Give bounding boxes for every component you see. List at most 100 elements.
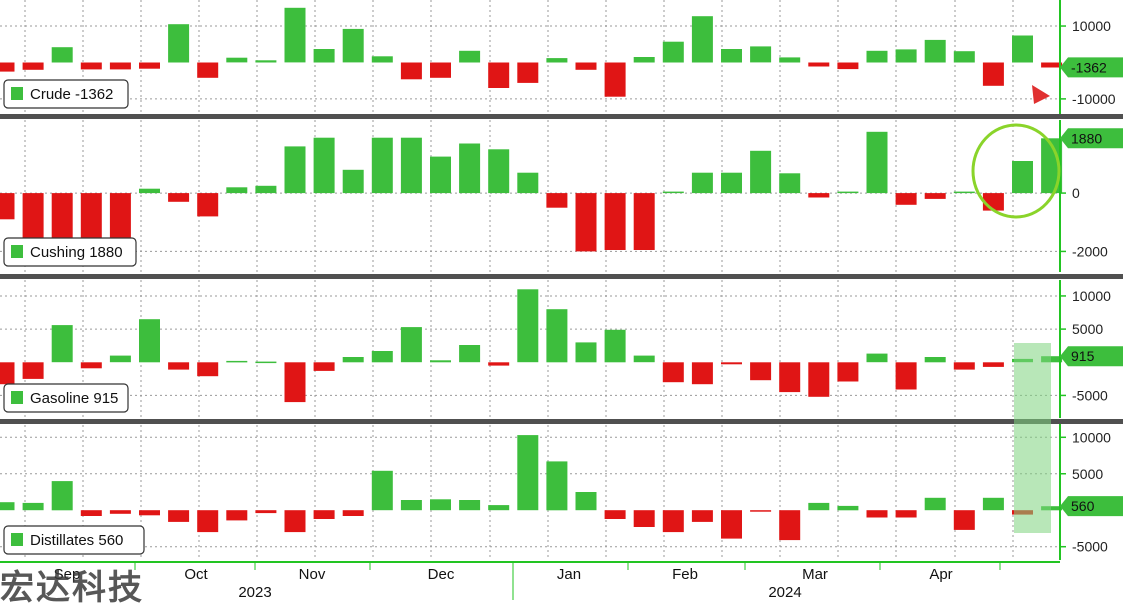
cushing-bar bbox=[895, 193, 917, 205]
gasoline-bar bbox=[662, 362, 684, 383]
crude-bar bbox=[808, 62, 830, 67]
distillates-bar bbox=[51, 481, 73, 511]
distillates-bar bbox=[430, 499, 451, 511]
distillates-bar bbox=[459, 500, 481, 511]
latest-tag-shape bbox=[1060, 128, 1123, 149]
gasoline-bar bbox=[1041, 356, 1063, 363]
cushing-bar bbox=[51, 193, 73, 249]
cushing-bar bbox=[313, 137, 335, 194]
distillates-bar bbox=[22, 502, 44, 511]
distillates-bar bbox=[633, 510, 655, 527]
latest-tag-shape bbox=[1060, 496, 1123, 517]
cushing-bar bbox=[255, 185, 277, 194]
x-month-label: Mar bbox=[802, 566, 828, 583]
crude-bar bbox=[168, 24, 190, 63]
x-month-label: Dec bbox=[428, 566, 455, 583]
gasoline-legend: Gasoline 915 bbox=[3, 383, 129, 413]
gasoline-bar bbox=[342, 357, 364, 363]
crude-bar bbox=[721, 49, 742, 63]
vertical-gridlines bbox=[24, 0, 1014, 560]
latest-value-label: -1362 bbox=[1071, 59, 1107, 75]
crude-bar bbox=[982, 62, 1004, 86]
gasoline-bar bbox=[604, 329, 626, 363]
distillates-bar bbox=[371, 470, 393, 511]
latest-value-label: 1880 bbox=[1071, 130, 1102, 146]
y-tick-label: -5000 bbox=[1072, 387, 1108, 403]
gasoline-bar bbox=[837, 362, 859, 382]
distillates-bar bbox=[779, 510, 801, 541]
x-month-label: Nov bbox=[299, 566, 326, 583]
red-arrow-icon bbox=[1032, 85, 1050, 104]
y-tick-label: -2000 bbox=[1072, 243, 1108, 259]
panel-crude: 10000 -10000 -1362 Crude -1362 bbox=[0, 0, 1123, 114]
highlight-band bbox=[1014, 343, 1051, 533]
crude-bar bbox=[371, 56, 393, 63]
crude-bar bbox=[866, 50, 888, 63]
distillates-bar bbox=[662, 510, 684, 533]
gasoline-bar bbox=[80, 362, 102, 369]
gasoline-bar bbox=[750, 362, 772, 381]
distillates-bar bbox=[284, 510, 306, 533]
gasoline-bar bbox=[226, 360, 248, 363]
legend-label: Gasoline 915 bbox=[30, 390, 118, 407]
crude-bar bbox=[459, 50, 481, 63]
gasoline-bar bbox=[953, 362, 975, 370]
cushing-bar bbox=[750, 150, 772, 194]
cushing-bar bbox=[1012, 161, 1033, 194]
cushing-latest-tag: 1880 bbox=[1060, 128, 1123, 149]
gasoline-bar bbox=[982, 362, 1004, 367]
x-axis: Sep Oct Nov Dec Jan Feb Mar Apr 2023 2024 bbox=[0, 561, 1060, 601]
crude-bar bbox=[517, 62, 539, 83]
watermark-logo: 宏达科技 bbox=[0, 568, 144, 608]
crude-bar bbox=[0, 62, 15, 72]
crude-bar bbox=[837, 62, 859, 70]
distillates-bar bbox=[109, 510, 131, 514]
distillates-bar bbox=[982, 497, 1004, 511]
panel-separator bbox=[0, 419, 1123, 424]
distillates-bar bbox=[517, 435, 539, 511]
gasoline-bar bbox=[197, 362, 219, 377]
cushing-bar bbox=[226, 187, 248, 194]
distillates-bar bbox=[924, 497, 946, 511]
gasoline-bar bbox=[139, 319, 160, 363]
cushing-bar bbox=[866, 131, 888, 194]
gasoline-bar bbox=[546, 309, 568, 363]
distillates-bar bbox=[80, 510, 102, 516]
x-month-label: Feb bbox=[672, 566, 698, 583]
cushing-bar bbox=[488, 149, 510, 194]
distillates-bar bbox=[488, 505, 510, 511]
gasoline-bar bbox=[779, 362, 801, 393]
cushing-bar bbox=[109, 193, 131, 249]
distillates-bar bbox=[750, 510, 772, 512]
crude-bar bbox=[313, 49, 335, 63]
x-month-label: Jan bbox=[557, 566, 581, 583]
distillates-bar bbox=[866, 510, 888, 518]
chart-panels: 10000 -10000 -1362 Crude -1362 0 -2000 1880 Cus… bbox=[0, 0, 1123, 560]
latest-value-label: 560 bbox=[1071, 498, 1095, 514]
cushing-bar bbox=[197, 193, 219, 217]
cushing-bar bbox=[430, 156, 451, 194]
latest-tag-shape bbox=[1060, 346, 1123, 367]
crude-bar bbox=[1041, 62, 1063, 68]
gasoline-bar bbox=[866, 353, 888, 363]
cushing-bar bbox=[459, 143, 481, 194]
distillates-bar bbox=[226, 510, 248, 521]
gasoline-bar bbox=[575, 342, 597, 363]
cushing-bar bbox=[284, 146, 306, 194]
cushing-bar bbox=[837, 191, 859, 194]
distillates-latest-tag: 560 bbox=[1060, 496, 1123, 517]
gasoline-bar bbox=[808, 362, 830, 397]
crude-bar bbox=[226, 57, 248, 63]
distillates-bar bbox=[0, 502, 15, 511]
crude-bar bbox=[1012, 35, 1033, 63]
gasoline-bar bbox=[168, 362, 190, 370]
legend-box bbox=[3, 383, 129, 413]
annotations bbox=[971, 85, 1061, 533]
cushing-bar bbox=[633, 193, 655, 250]
crude-bar bbox=[197, 62, 219, 78]
distillates-bar bbox=[808, 502, 830, 511]
y-tick-label: 10000 bbox=[1072, 429, 1111, 445]
crude-bar bbox=[750, 46, 772, 63]
gasoline-bar bbox=[400, 327, 422, 363]
